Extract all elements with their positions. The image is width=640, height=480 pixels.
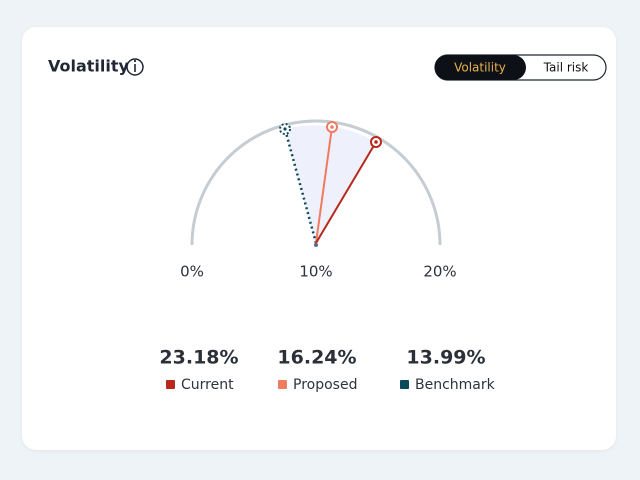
toggle-active[interactable] bbox=[435, 55, 526, 80]
stat-value: 13.99% bbox=[406, 347, 485, 369]
legend-swatch bbox=[166, 380, 175, 389]
gauge-pivot bbox=[314, 243, 318, 247]
proposed-knob-dot bbox=[330, 125, 334, 129]
gauge-label: 10% bbox=[299, 263, 332, 281]
stat-label: Current bbox=[181, 377, 234, 393]
toggle-option[interactable]: Tail risk bbox=[543, 61, 589, 75]
stat-value: 16.24% bbox=[277, 347, 356, 369]
legend-swatch bbox=[400, 380, 409, 389]
title: Volatility bbox=[48, 57, 130, 76]
toggle-option[interactable]: Volatility bbox=[454, 61, 506, 75]
range-sector bbox=[285, 125, 376, 245]
proposed-needle bbox=[315, 126, 333, 244]
gauge-label: 20% bbox=[423, 263, 456, 281]
current-knob-dot bbox=[374, 140, 378, 144]
gauge-label: 0% bbox=[180, 263, 204, 281]
info-icon[interactable] bbox=[126, 58, 144, 76]
legend-swatch bbox=[278, 380, 287, 389]
benchmark-knob-dot bbox=[283, 127, 287, 131]
stat-label: Proposed bbox=[293, 377, 357, 393]
stat-label: Benchmark bbox=[415, 377, 496, 393]
stat-value: 23.18% bbox=[159, 347, 238, 369]
gauge-arc bbox=[190, 119, 442, 246]
current-needle bbox=[315, 141, 377, 244]
